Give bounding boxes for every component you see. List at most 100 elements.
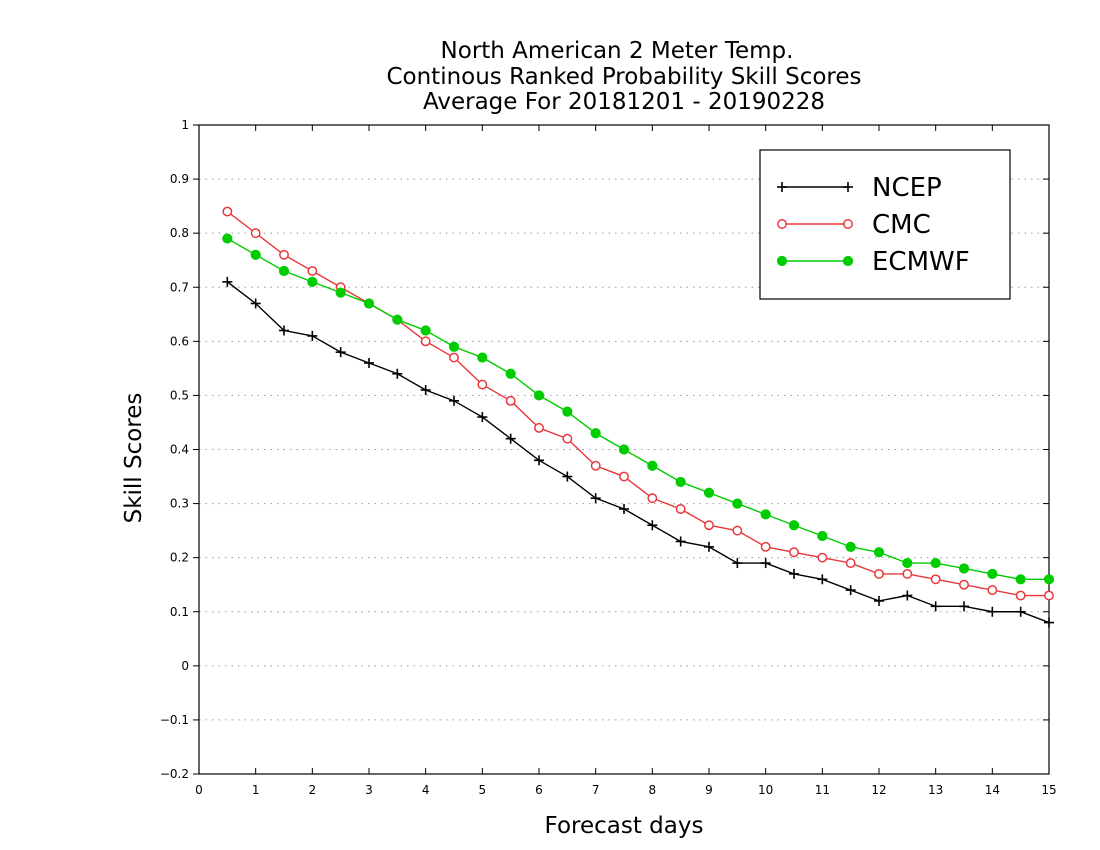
data-point-cmc	[874, 568, 884, 579]
data-point-cmc	[477, 379, 488, 390]
data-point-ncep	[704, 541, 714, 552]
y-axis-label: Skill Scores	[121, 393, 147, 524]
data-point-cmc	[959, 579, 969, 590]
x-tick-label: 13	[928, 783, 943, 797]
x-tick-label: 3	[365, 783, 373, 797]
data-point-cmc	[817, 552, 828, 563]
x-tick-label: 8	[649, 783, 657, 797]
legend-marker	[843, 219, 853, 229]
data-point-ncep	[732, 558, 743, 569]
y-tick-label: 0.1	[170, 605, 189, 619]
legend-item-ecmwf: ECMWF	[776, 247, 970, 277]
data-point-ncep	[902, 590, 913, 601]
data-point-ncep	[222, 276, 233, 287]
y-tick-label: 0.8	[170, 226, 189, 240]
y-tick-label: 0.5	[170, 388, 189, 402]
data-point-cmc	[845, 558, 856, 569]
y-tick-label: −0.2	[160, 767, 189, 781]
data-point-cmc	[987, 585, 998, 596]
data-point-ecmwf	[392, 314, 403, 325]
data-point-ncep	[760, 558, 771, 569]
data-point-ncep	[930, 601, 941, 612]
data-point-cmc	[704, 520, 714, 531]
legend-item-ncep: NCEP	[777, 173, 942, 203]
x-tick-label: 7	[592, 783, 600, 797]
data-point-ecmwf	[760, 509, 771, 520]
chart-title-line-1: North American 2 Meter Temp.	[441, 38, 794, 64]
data-point-ncep	[959, 601, 969, 612]
legend: NCEP CMC ECMWF	[759, 149, 1011, 300]
x-tick-label: 4	[422, 783, 430, 797]
data-point-cmc	[1015, 590, 1026, 601]
legend-label-ecmwf: ECMWF	[872, 247, 970, 277]
data-point-ncep	[505, 433, 516, 444]
data-point-ncep	[817, 574, 828, 585]
y-tick-label: 1	[181, 118, 189, 132]
x-tick-label: 12	[871, 783, 886, 797]
data-point-ncep	[874, 595, 884, 606]
series-ncep	[222, 276, 1054, 628]
chart-title-block: North American 2 Meter Temp. Continous R…	[386, 38, 861, 115]
data-point-cmc	[732, 525, 743, 536]
data-point-cmc	[760, 541, 771, 552]
data-point-cmc	[675, 504, 686, 514]
data-point-ncep	[1015, 606, 1026, 617]
chart-title-line-3: Average For 20181201 - 20190228	[423, 89, 825, 115]
x-tick-label: 0	[195, 783, 203, 797]
x-axis-ticks: 0 1 2 3 4 5 6 7 8 9 10 11 12 13 14 15	[195, 125, 1057, 797]
data-point-cmc	[534, 422, 544, 433]
data-point-ecmwf	[788, 520, 800, 531]
data-point-cmc	[590, 460, 601, 471]
y-tick-label: 0.9	[170, 172, 189, 186]
legend-label-cmc: CMC	[872, 210, 931, 240]
data-point-cmc	[222, 206, 233, 217]
data-point-ecmwf	[703, 487, 715, 498]
data-point-ecmwf	[477, 352, 488, 363]
data-point-ecmwf	[335, 287, 346, 298]
data-point-ncep	[1044, 617, 1054, 628]
data-point-ncep	[477, 412, 488, 423]
legend-marker	[776, 255, 788, 267]
data-point-ncep	[647, 520, 658, 531]
series-group	[222, 206, 1055, 628]
data-point-ecmwf	[845, 541, 856, 552]
data-point-ecmwf	[250, 249, 261, 260]
x-tick-label: 11	[815, 783, 830, 797]
data-point-ncep	[449, 395, 459, 406]
data-point-ncep	[675, 536, 686, 547]
data-point-cmc	[902, 568, 913, 579]
data-point-ecmwf	[307, 276, 318, 287]
data-point-ecmwf	[873, 547, 885, 558]
legend-label-ncep: NCEP	[872, 173, 942, 203]
data-point-ecmwf	[958, 563, 970, 574]
series-line-ncep	[226, 281, 1050, 624]
data-point-ecmwf	[505, 368, 516, 379]
data-point-cmc	[420, 336, 431, 347]
data-point-ecmwf	[675, 476, 686, 488]
data-point-ncep	[534, 455, 544, 466]
data-point-ecmwf	[987, 568, 998, 579]
data-point-ncep	[619, 503, 629, 514]
data-point-ecmwf	[930, 557, 941, 569]
data-point-ecmwf	[533, 390, 545, 401]
x-axis-label: Forecast days	[545, 813, 704, 839]
data-point-ecmwf	[363, 298, 375, 309]
x-tick-label: 2	[309, 783, 317, 797]
data-point-ncep	[987, 606, 998, 617]
data-point-cmc	[449, 352, 459, 363]
y-tick-label: 0.2	[170, 551, 189, 565]
series-cmc	[222, 206, 1054, 601]
data-point-ecmwf	[1043, 574, 1055, 585]
data-point-cmc	[647, 493, 658, 504]
data-point-ncep	[845, 585, 856, 596]
y-tick-label: −0.1	[160, 713, 189, 727]
data-point-ncep	[250, 298, 261, 309]
data-point-ecmwf	[902, 557, 913, 569]
x-tick-label: 1	[252, 783, 260, 797]
legend-marker	[777, 182, 787, 192]
legend-marker	[777, 219, 787, 229]
legend-marker	[843, 182, 853, 192]
data-point-cmc	[307, 266, 318, 276]
data-point-ecmwf	[590, 428, 601, 439]
